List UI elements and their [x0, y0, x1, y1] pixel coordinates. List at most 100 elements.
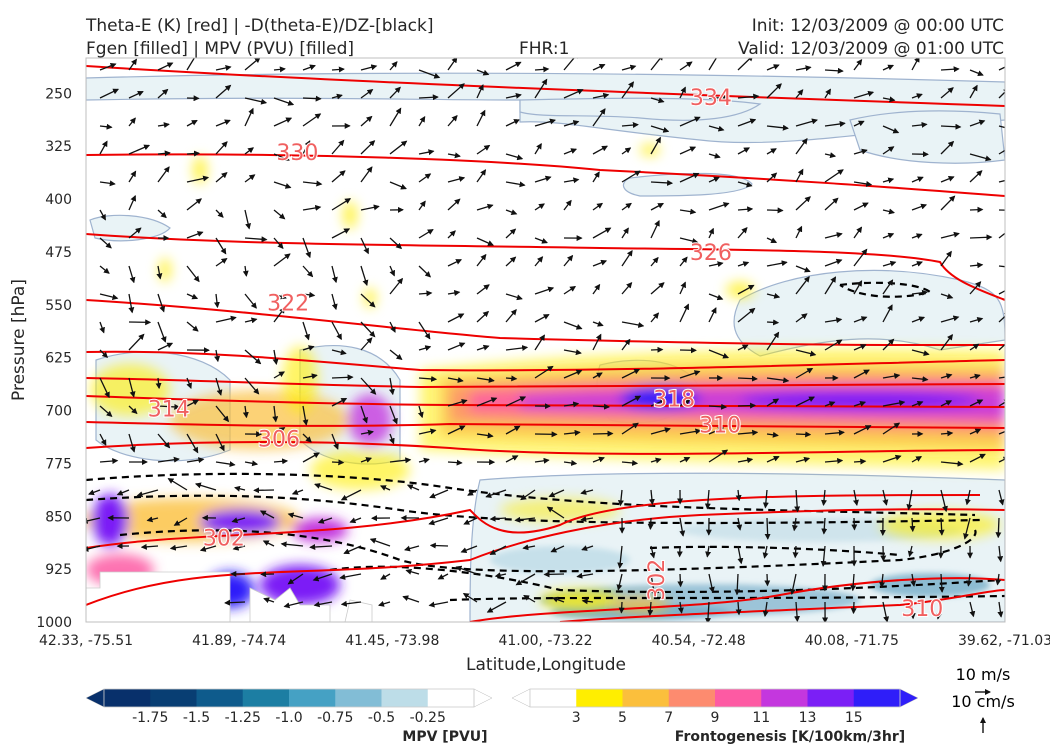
- wind-arrow: [418, 94, 439, 101]
- wind-arrow: [534, 78, 548, 99]
- wind-arrow: [938, 573, 945, 593]
- wind-arrow: [273, 427, 286, 435]
- wind-arrow: [157, 403, 181, 410]
- wind-arrow: [505, 375, 518, 382]
- wind-arrow: [882, 96, 896, 103]
- wind-arrow: [331, 198, 352, 211]
- wind-arrow: [708, 227, 714, 239]
- x-axis-label: Latitude,Longitude: [466, 655, 626, 675]
- wind-arrow: [273, 307, 286, 323]
- wind-arrow: [331, 459, 345, 466]
- colorbar-tick-label: -1.25: [225, 710, 261, 726]
- wind-arrow: [766, 260, 788, 267]
- wind-arrow: [463, 517, 478, 525]
- wind-arrow: [485, 489, 507, 499]
- wind-arrow: [157, 342, 174, 351]
- wind-arrow: [853, 344, 867, 351]
- wind-arrow: [447, 176, 466, 183]
- wind-arrow: [231, 517, 246, 524]
- wind-arrow: [360, 237, 369, 255]
- wind-arrow: [273, 209, 286, 220]
- wind-arrow: [563, 401, 580, 408]
- wind-arrow: [621, 170, 641, 183]
- wind-arrow: [969, 453, 986, 463]
- wind-arrow: [429, 489, 449, 499]
- wind-arrow: [244, 460, 259, 467]
- wind-arrow: [99, 123, 113, 130]
- wind-arrow: [766, 237, 778, 243]
- wind-arrow: [820, 545, 827, 567]
- wind-arrow: [998, 265, 1005, 268]
- wind-arrow: [99, 458, 119, 464]
- wind-arrow: [679, 398, 691, 407]
- wind-arrow: [621, 202, 632, 211]
- wind-arrow: [679, 86, 686, 99]
- wind-arrow: [287, 512, 304, 519]
- colorbar-tick-label: 11: [752, 710, 770, 726]
- wind-arrow: [911, 376, 929, 383]
- y-tick-label: 925: [45, 562, 72, 578]
- y-tick-label: 850: [45, 509, 72, 525]
- wind-arrow: [617, 545, 624, 569]
- wind-arrow: [157, 293, 166, 313]
- theta-e-contour-label: 318: [653, 388, 695, 413]
- wind-arrow: [331, 93, 343, 100]
- wind-arrow: [704, 489, 711, 510]
- wind-arrow: [795, 65, 812, 72]
- wind-arrow: [447, 398, 468, 407]
- wind-arrow: [882, 64, 895, 71]
- wind-arrow: [273, 371, 285, 379]
- wind-arrow: [911, 233, 923, 239]
- wind-arrow: [505, 309, 517, 323]
- wind-arrow: [969, 234, 993, 241]
- wind-arrow: [940, 140, 955, 155]
- wind-arrow: [128, 144, 151, 155]
- colorbar-tick-label: 7: [664, 710, 673, 726]
- wind-arrow: [302, 95, 322, 102]
- wind-arrow: [244, 209, 252, 230]
- wind-arrow: [795, 89, 804, 99]
- wind-arrow: [737, 344, 749, 351]
- wind-arrow: [998, 399, 1005, 407]
- wind-arrow: [911, 456, 923, 463]
- valid-time: Valid: 12/03/2009 @ 01:00 UTC: [738, 39, 1004, 59]
- theta-e-contour-label: 322: [267, 292, 309, 317]
- wind-arrow: [232, 544, 246, 551]
- wind-arrow: [581, 545, 594, 551]
- wind-arrow: [998, 149, 1005, 155]
- wind-arrow: [766, 431, 779, 438]
- wind-arrow: [360, 457, 373, 463]
- wind-arrow: [679, 172, 700, 183]
- colorbar-extend-right: [473, 688, 493, 708]
- wind-arrow: [99, 62, 117, 71]
- wind-arrow: [302, 265, 314, 278]
- wind-arrow: [331, 139, 345, 155]
- wind-arrow: [938, 517, 945, 536]
- wind-arrow: [505, 209, 518, 215]
- theta-e-contour-label: 310: [901, 597, 943, 622]
- wind-arrow: [909, 517, 916, 533]
- wind-arrow: [155, 377, 162, 390]
- theta-e-contour-label: 326: [690, 241, 732, 266]
- colorbar-extend-left: [511, 688, 531, 708]
- wind-arrow: [737, 457, 754, 464]
- wind-arrow: [563, 349, 582, 356]
- wind-arrow: [789, 573, 797, 595]
- wind-arrow: [766, 83, 782, 99]
- wind-arrow: [621, 459, 639, 466]
- wind-arrow: [317, 517, 333, 524]
- wind-arrow: [940, 373, 953, 380]
- wind-arrow: [882, 373, 901, 380]
- wind-arrow: [287, 573, 304, 585]
- wind-arrow: [911, 261, 923, 267]
- wind-arrow: [940, 315, 960, 323]
- theta-e-contour-label: 302: [203, 526, 245, 551]
- wind-arrow: [708, 349, 730, 359]
- wind-arrow: [360, 64, 378, 71]
- wind-arrow: [766, 398, 780, 407]
- x-tick-label: 40.08, -71.75: [805, 633, 899, 649]
- wind-arrow: [389, 277, 404, 295]
- wind-arrow: [447, 152, 461, 159]
- wind-arrow: [621, 368, 641, 379]
- wind-arrow: [186, 58, 199, 71]
